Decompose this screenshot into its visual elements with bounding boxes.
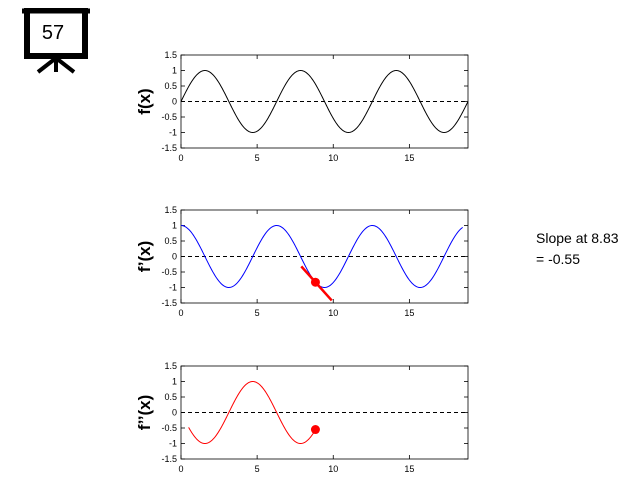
fdoubleprime-ytick-label: 0 xyxy=(172,408,177,418)
slope-annotation-line-2: = -0.55 xyxy=(536,251,580,267)
fdoubleprime-curve xyxy=(188,380,316,445)
fprime-ytick-label: 1 xyxy=(172,221,177,231)
fprime-ytick-label: -1.5 xyxy=(161,298,177,308)
fdoubleprime-xtick-label: 0 xyxy=(178,464,183,474)
f-xtick-label: 0 xyxy=(178,153,183,163)
f-ytick-label: -0.5 xyxy=(161,112,177,122)
f-ytick-label: 1.5 xyxy=(164,50,177,60)
fprime-xtick-label: 15 xyxy=(404,308,414,318)
fdoubleprime-xtick-label: 5 xyxy=(255,464,260,474)
f-ytick-label: -1 xyxy=(169,128,177,138)
fdoubleprime-ytick-label: 1 xyxy=(172,377,177,387)
fprime-ytick-label: 0.5 xyxy=(164,236,177,246)
f-xtick-label: 15 xyxy=(404,153,414,163)
f-curve xyxy=(180,69,469,134)
f-ytick-label: 0.5 xyxy=(164,81,177,91)
fdoubleprime-ytick-label: -0.5 xyxy=(161,423,177,433)
fdoubleprime-ytick-label: 1.5 xyxy=(164,361,177,371)
f-ylabel: f(x) xyxy=(135,88,154,114)
slope-annotation-line-1: Slope at 8.83 xyxy=(536,230,619,246)
fprime-marker-point xyxy=(310,277,320,287)
fprime-ytick-label: 1.5 xyxy=(164,205,177,215)
slide-number: 57 xyxy=(41,22,65,44)
f-ytick-label: 1 xyxy=(172,66,177,76)
fprime-xtick-label: 10 xyxy=(328,308,338,318)
fprime-ytick-label: -0.5 xyxy=(161,267,177,277)
fdoubleprime-ytick-label: -1 xyxy=(169,439,177,449)
fdoubleprime-ytick-label: 0.5 xyxy=(164,392,177,402)
f-ytick-label: 0 xyxy=(172,97,177,107)
f-xtick-label: 10 xyxy=(328,153,338,163)
fprime-ytick-label: 0 xyxy=(172,252,177,262)
fprime-xtick-label: 0 xyxy=(178,308,183,318)
fprime-curve xyxy=(180,224,463,289)
fdoubleprime-marker-point xyxy=(310,425,320,435)
f-xtick-label: 5 xyxy=(255,153,260,163)
fdoubleprime-xtick-label: 15 xyxy=(404,464,414,474)
f-ytick-label: -1.5 xyxy=(161,143,177,153)
presentation-board-icon xyxy=(22,8,90,74)
fprime-ytick-label: -1 xyxy=(169,283,177,293)
fprime-xtick-label: 5 xyxy=(255,308,260,318)
fdoubleprime-ytick-label: -1.5 xyxy=(161,454,177,464)
fprime-ylabel: f’(x) xyxy=(135,241,154,272)
fdoubleprime-xtick-label: 10 xyxy=(328,464,338,474)
fdoubleprime-ylabel: f’’(x) xyxy=(135,395,154,431)
